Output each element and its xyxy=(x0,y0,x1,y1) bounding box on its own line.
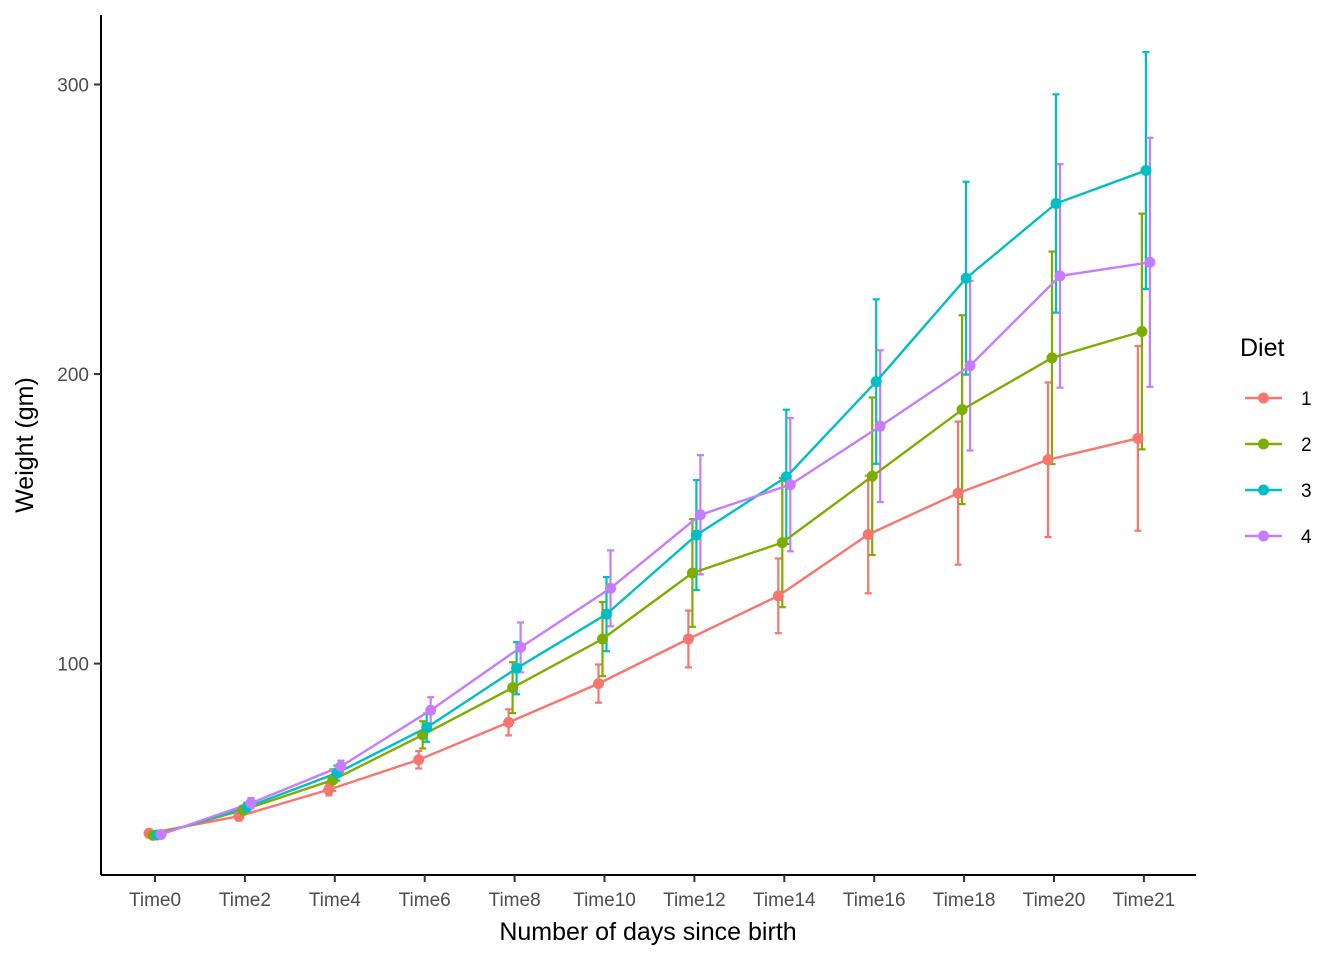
errorbars-diet-3 xyxy=(153,50,1150,839)
x-tick-label: Time6 xyxy=(399,890,451,911)
x-tick-label: Time4 xyxy=(309,890,362,911)
x-tick-label: Time16 xyxy=(843,890,906,911)
x-tick-label: Time18 xyxy=(933,890,996,911)
series-line-diet-4 xyxy=(160,261,1151,836)
legend-item-diet-1: 1 xyxy=(1245,389,1312,410)
data-point xyxy=(515,641,527,653)
legend-item-diet-2: 2 xyxy=(1245,435,1312,456)
x-tick-label: Time0 xyxy=(129,890,181,911)
errorbars-diet-1 xyxy=(145,344,1142,839)
data-point xyxy=(682,633,694,645)
x-tick-label: Time20 xyxy=(1023,890,1086,911)
series-line-diet-3 xyxy=(156,169,1147,837)
data-point xyxy=(1144,256,1156,268)
legend-label: 2 xyxy=(1301,435,1312,456)
data-point xyxy=(690,529,702,541)
errorbars-diet-2 xyxy=(149,212,1146,838)
points-diet-4 xyxy=(155,256,1156,840)
data-point xyxy=(1132,432,1144,444)
axes: 100 200 300 Time0 Time2 Time4 Time6 Time8 Time10… xyxy=(57,15,1196,911)
data-point xyxy=(956,404,968,416)
legend-key-point xyxy=(1258,392,1269,404)
data-point xyxy=(601,608,612,620)
data-point xyxy=(866,470,878,482)
x-tick-label: Time8 xyxy=(489,890,541,911)
x-tick-label: Time12 xyxy=(663,890,726,911)
series-line-diet-2 xyxy=(152,330,1143,837)
data-point xyxy=(245,797,257,809)
data-point xyxy=(593,678,604,690)
data-point xyxy=(507,682,519,694)
legend-label: 4 xyxy=(1301,527,1312,548)
points-diet-2 xyxy=(147,325,1148,841)
legend-key-point xyxy=(1258,484,1269,496)
x-axis-title: Number of days since birth xyxy=(499,918,796,946)
plot-area xyxy=(143,50,1156,841)
data-point xyxy=(503,716,515,728)
data-point xyxy=(960,272,972,284)
data-point xyxy=(694,509,706,521)
data-point xyxy=(686,567,698,579)
legend-item-diet-3: 3 xyxy=(1245,481,1312,502)
data-point xyxy=(772,590,784,602)
data-point xyxy=(511,662,523,674)
data-point xyxy=(605,582,616,594)
data-point xyxy=(323,784,335,796)
data-point xyxy=(1140,164,1152,176)
data-point xyxy=(776,537,788,549)
data-point xyxy=(1136,325,1148,337)
data-point xyxy=(155,828,167,840)
x-tick-label: Time14 xyxy=(753,890,816,911)
data-point xyxy=(425,704,437,716)
data-point xyxy=(952,487,964,499)
points-diet-1 xyxy=(143,432,1144,839)
data-point xyxy=(964,360,976,372)
y-tick-label: 100 xyxy=(57,655,89,676)
y-tick-label: 300 xyxy=(57,75,89,96)
data-point xyxy=(870,376,882,388)
legend-item-diet-4: 4 xyxy=(1245,527,1312,548)
legend-title: Diet xyxy=(1240,334,1285,362)
data-point xyxy=(784,479,796,491)
data-point xyxy=(335,760,347,772)
errorbars-diet-4 xyxy=(157,136,1154,838)
data-point xyxy=(597,633,608,645)
data-point xyxy=(874,420,886,432)
x-tick-label: Time2 xyxy=(219,890,271,911)
data-point xyxy=(1054,270,1066,282)
x-tick-label: Time21 xyxy=(1113,890,1176,911)
series-line-diet-1 xyxy=(148,437,1139,835)
legend-key-point xyxy=(1258,438,1269,450)
points-diet-3 xyxy=(151,164,1152,841)
data-point xyxy=(421,722,433,734)
data-point xyxy=(413,754,425,766)
data-point xyxy=(1046,352,1058,364)
x-tick-label: Time10 xyxy=(573,890,636,911)
y-axis-title: Weight (gm) xyxy=(11,377,39,513)
y-tick-label: 200 xyxy=(57,365,89,386)
legend-label: 1 xyxy=(1301,389,1312,410)
legend-key-point xyxy=(1258,530,1269,542)
data-point xyxy=(1042,454,1054,466)
data-point xyxy=(862,528,874,540)
data-point xyxy=(1050,198,1062,210)
legend: Diet 1 2 3 4 xyxy=(1240,334,1312,548)
legend-label: 3 xyxy=(1301,481,1312,502)
